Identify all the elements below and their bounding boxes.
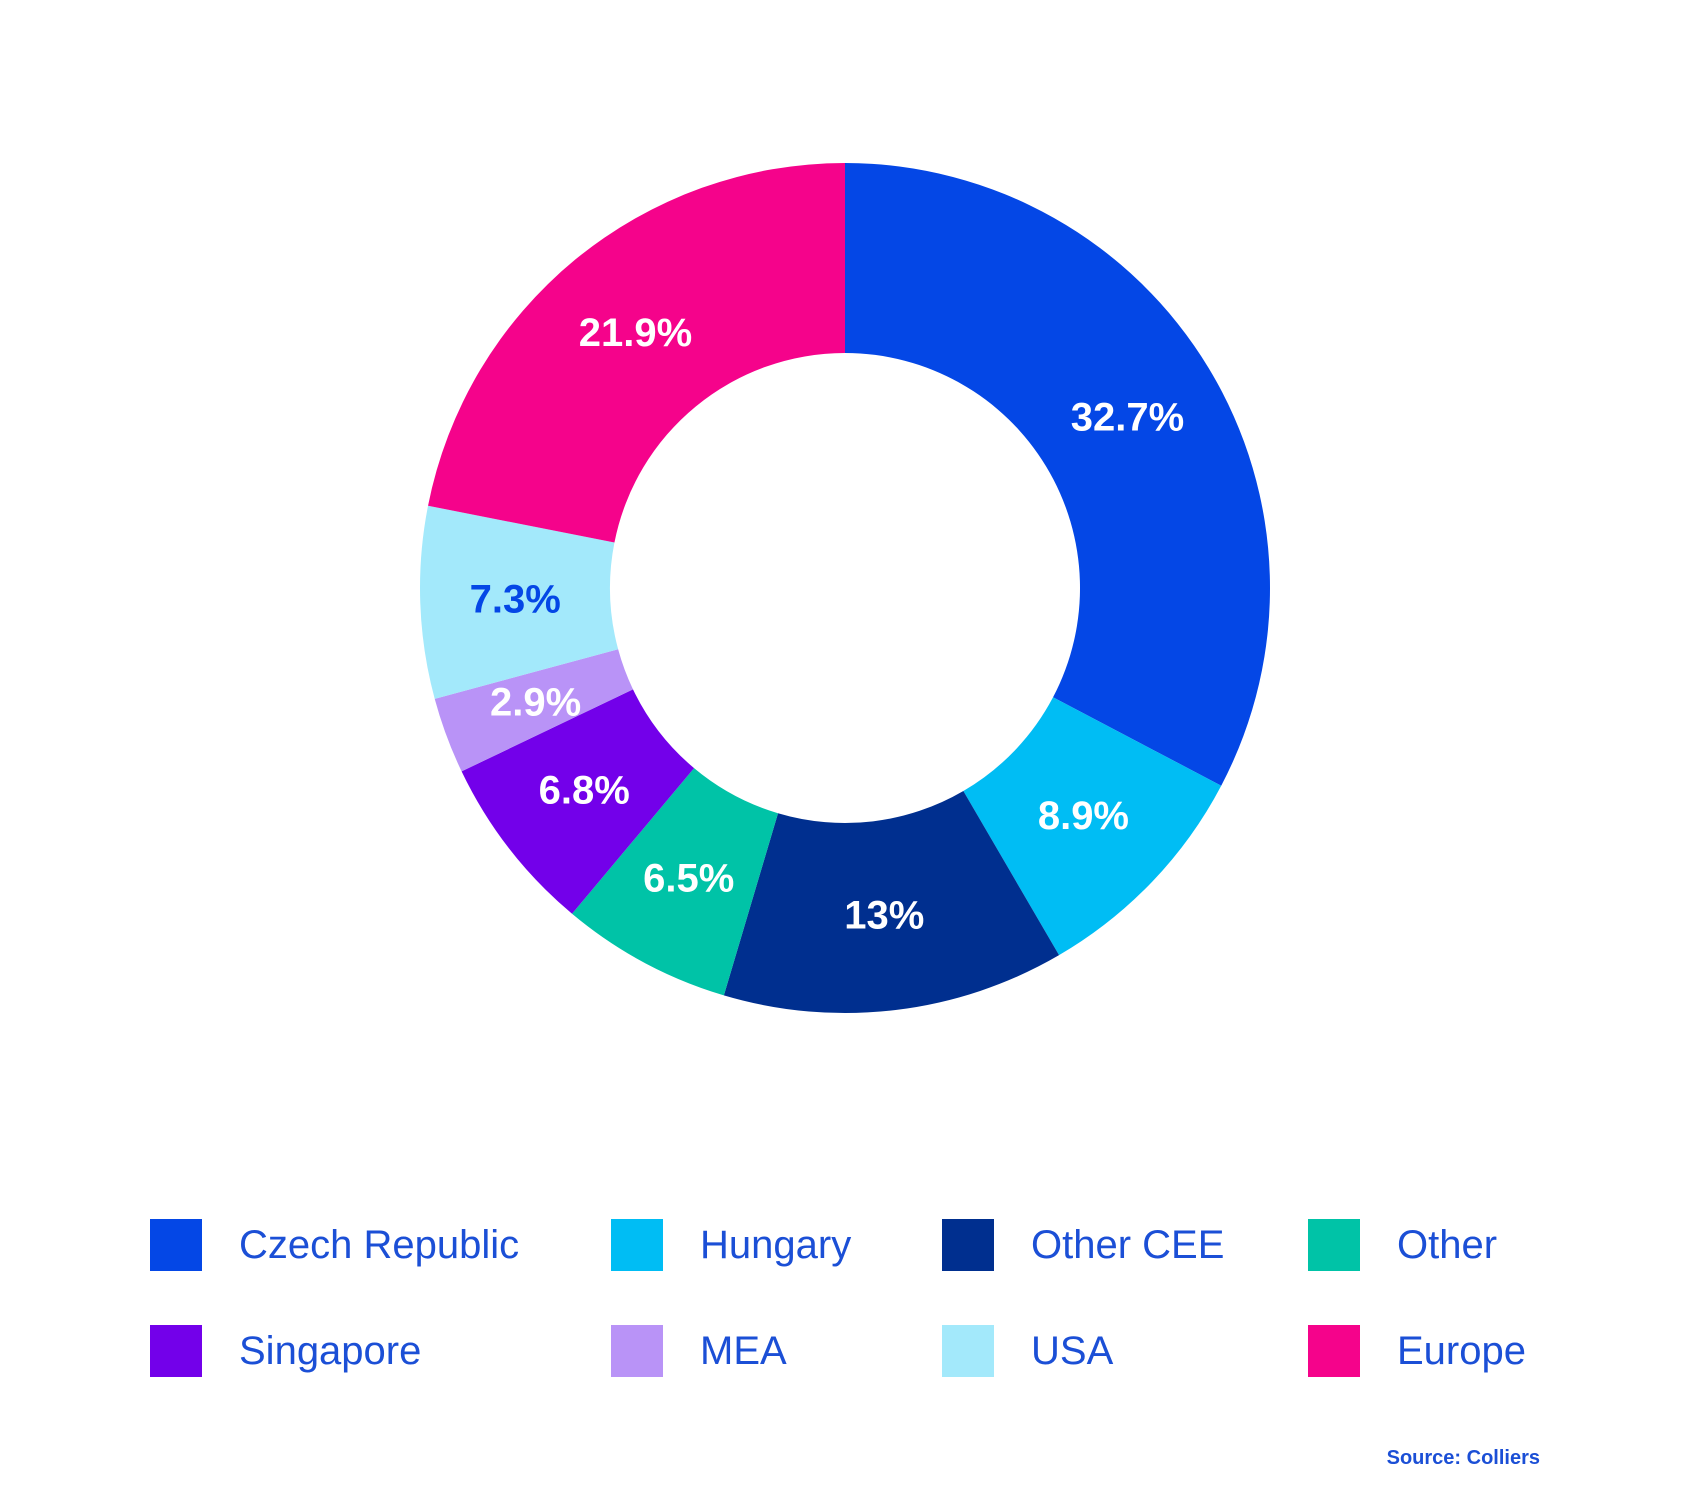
legend-swatch [942,1219,994,1271]
chart-legend: Czech Republic Hungary Other CEE Other S… [150,1218,1570,1438]
legend-label: Hungary [700,1222,852,1267]
data-label-hungary: 8.9% [1038,794,1129,838]
legend-label: Singapore [239,1328,422,1373]
legend-item-mea: MEA [611,1324,787,1378]
legend-item-singapore: Singapore [150,1324,421,1378]
legend-swatch [611,1325,663,1377]
data-label-czech-republic: 32.7% [1071,395,1184,439]
donut-slice-europe [428,163,845,543]
data-label-europe: 21.9% [579,311,692,355]
data-label-other-cee: 13% [844,894,924,938]
donut-slice-mea [434,649,633,772]
donut-slice-other-cee [723,791,1060,1014]
donut-slice-singapore [461,689,695,914]
data-label-other: 6.5% [643,857,734,901]
donut-slice-other [572,768,779,996]
legend-item-europe: Europe [1308,1324,1526,1378]
legend-label: Czech Republic [239,1222,520,1267]
legend-label: Europe [1397,1328,1526,1373]
legend-item-czech-republic: Czech Republic [150,1218,519,1272]
legend-item-other: Other [1308,1218,1497,1272]
legend-label: MEA [700,1328,787,1373]
donut-slice-hungary [963,697,1222,956]
legend-swatch [1308,1219,1360,1271]
legend-swatch [942,1325,994,1377]
legend-item-hungary: Hungary [611,1218,851,1272]
legend-item-other-cee: Other CEE [942,1218,1224,1272]
donut-chart: 32.7% 8.9% 13% 6.5% 6.8% 2.9% 7.3% 21.9% [419,163,1270,1014]
legend-label: Other [1397,1222,1498,1267]
legend-label: Other CEE [1031,1222,1225,1267]
legend-label: USA [1031,1328,1114,1373]
data-label-singapore: 6.8% [539,768,630,812]
donut-slice-czech-republic [845,163,1270,786]
legend-swatch [611,1219,663,1271]
legend-swatch [150,1325,202,1377]
legend-item-usa: USA [942,1324,1113,1378]
data-label-usa: 7.3% [470,577,561,621]
legend-swatch [1308,1325,1360,1377]
legend-swatch [150,1219,202,1271]
source-note: Source: Colliers [1386,1447,1540,1469]
donut-slice-usa [419,505,619,699]
data-label-mea: 2.9% [490,681,581,725]
